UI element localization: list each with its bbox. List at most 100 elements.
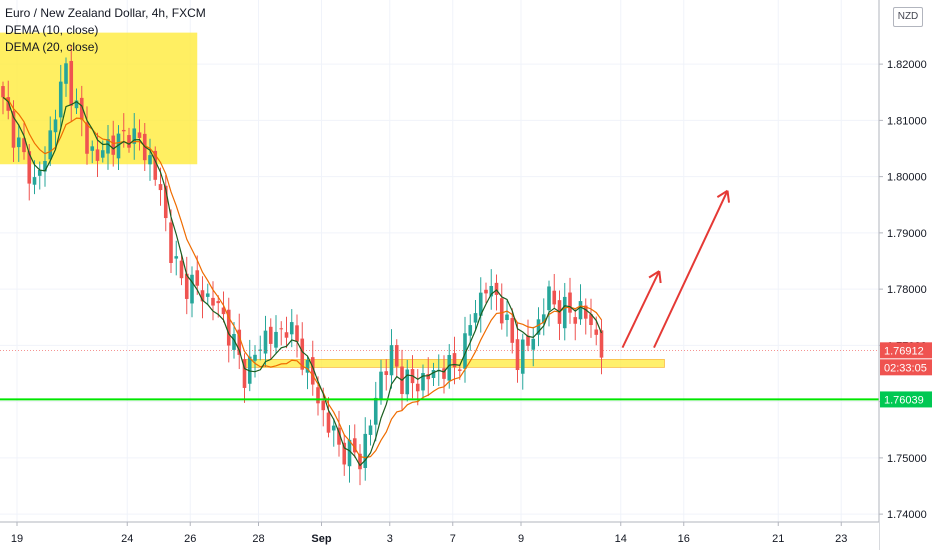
candle [64, 57, 68, 97]
candle [11, 100, 16, 162]
candle-body [431, 370, 436, 378]
candle-body [200, 290, 205, 302]
time-tick: 9 [518, 522, 524, 545]
candle [90, 140, 95, 164]
candle [211, 281, 215, 321]
candle-body [405, 369, 410, 395]
candle [473, 300, 478, 330]
candle-body [195, 270, 200, 286]
arrow-head [716, 189, 729, 198]
candle-body [547, 286, 551, 311]
candle-body [48, 130, 53, 160]
arrow-shaft [653, 190, 729, 349]
price-tick: 1.81000 [879, 115, 927, 127]
time-tick: 28 [252, 522, 265, 545]
candle [137, 119, 142, 151]
price-tick: 1.79000 [879, 228, 927, 240]
candle-body [368, 425, 373, 435]
candle-body [473, 313, 478, 323]
candle [258, 335, 263, 361]
candle [226, 297, 231, 363]
candle-body [541, 314, 546, 324]
candle-body [22, 138, 26, 153]
candle [557, 290, 562, 341]
candle-body [16, 137, 21, 148]
candle-body [116, 133, 121, 159]
time-tick-label: 24 [121, 533, 133, 545]
candle-body [573, 317, 578, 324]
candle [515, 322, 520, 383]
candle [205, 283, 210, 305]
candle [526, 319, 530, 352]
candle-body [342, 442, 347, 465]
candle [106, 125, 110, 170]
candle-body [452, 353, 457, 368]
candle-body [478, 292, 483, 316]
candle-body [121, 129, 126, 132]
dema-10-line [2, 96, 603, 467]
candle [331, 418, 336, 447]
candle-body [426, 374, 431, 380]
candle [237, 313, 242, 370]
candle-body [148, 155, 152, 165]
time-axis-bg [0, 522, 879, 550]
dema-20-line [2, 96, 602, 459]
support-level-tag-bg [880, 391, 932, 408]
candle [463, 316, 467, 383]
last-price-tag-bg [880, 342, 932, 359]
arrow-head [658, 271, 662, 284]
candle [116, 125, 121, 170]
time-tick: 26 [184, 522, 196, 545]
candle [279, 321, 284, 346]
currency-badge[interactable]: NZD [893, 7, 923, 27]
candle [69, 44, 74, 122]
candle [499, 283, 504, 330]
time-tick-label: 7 [450, 533, 456, 545]
candle [583, 298, 588, 335]
candle [184, 256, 189, 315]
candle [599, 319, 604, 375]
candle-body [274, 331, 278, 348]
candle-body [1, 86, 5, 98]
candle-body [79, 97, 84, 120]
candle-body [85, 122, 89, 154]
candle [520, 333, 525, 390]
candle-body [111, 135, 116, 155]
candle-body [589, 314, 593, 326]
candle [274, 315, 278, 355]
price-tick: 1.82000 [879, 59, 927, 71]
time-tick: 3 [387, 522, 393, 545]
chart-legend: Euro / New Zealand Dollar, 4h, FXCM DEMA… [5, 5, 206, 56]
time-tick-label: 26 [184, 533, 196, 545]
candle-body [583, 305, 588, 319]
candle-body [526, 335, 530, 346]
symbol-title: Euro / New Zealand Dollar, 4h, FXCM [5, 6, 206, 20]
candle-body [321, 400, 326, 411]
time-tick: 19 [11, 522, 23, 545]
countdown-tag-label: 02:33:05 [884, 362, 927, 374]
candle-body [37, 170, 42, 176]
candle-body [415, 383, 420, 392]
candle [37, 161, 42, 190]
candle-body [300, 338, 305, 370]
price-tick: 1.80000 [879, 172, 927, 184]
candle [200, 276, 205, 319]
candle [79, 85, 84, 137]
price-tick-label: 1.81000 [887, 115, 927, 127]
candle-body [237, 329, 242, 355]
time-tick: 24 [121, 522, 133, 545]
candle-body [552, 290, 557, 305]
candle-body [163, 185, 168, 219]
candle-body [184, 273, 189, 299]
time-tick-label: 28 [252, 533, 264, 545]
candle [174, 240, 179, 276]
candle-body [384, 371, 389, 375]
projection-arrow-short [621, 270, 662, 349]
candle [58, 64, 63, 128]
candle [379, 359, 383, 405]
candle-body [211, 297, 215, 306]
candle [342, 434, 347, 476]
candle-body [289, 322, 294, 335]
candle-body [90, 146, 95, 151]
